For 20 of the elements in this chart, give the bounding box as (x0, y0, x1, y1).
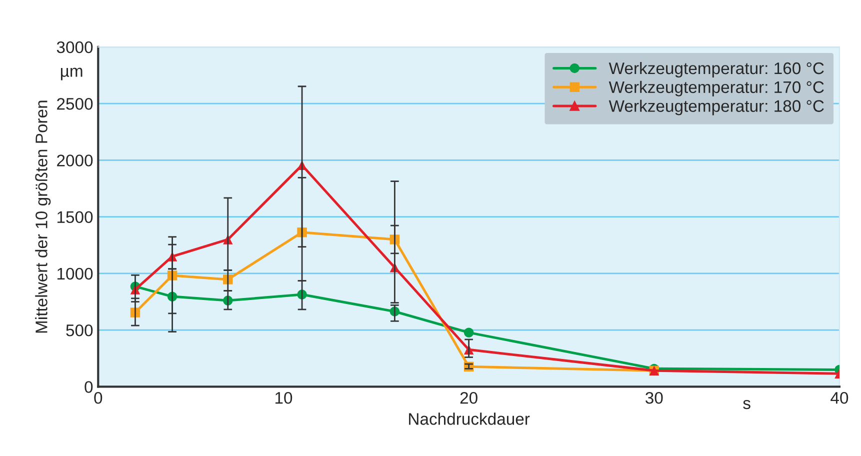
y-tick-label: 0 (84, 381, 93, 393)
y-tick-label: 1000 (57, 268, 93, 280)
x-tick-label: 10 (275, 392, 292, 404)
y-tick-label: 1500 (57, 211, 93, 224)
x-tick-label: 0 (94, 392, 102, 404)
x-tick-label: 20 (460, 392, 478, 404)
y-tick-label: 3000 (56, 41, 93, 54)
legend-label: Werkzeugtemperatur: 180 °C (608, 100, 824, 116)
text: µm (60, 68, 82, 80)
point (464, 328, 474, 338)
y-tick-label: 500 (66, 324, 93, 336)
text: s (743, 400, 750, 410)
y-axis-title: Mittelwert der 10 größten Poren (35, 100, 51, 333)
x-tick-label: 40 (830, 392, 848, 404)
x-tick-label: 30 (646, 392, 663, 404)
legend-label: Werkzeugtemperatur: 170 °C (608, 80, 824, 96)
y-tick-label: 2000 (57, 154, 93, 166)
y-tick-label: 2500 (57, 98, 93, 110)
legend-label: Werkzeugtemperatur: 160 °C (608, 62, 824, 78)
x-axis-title: Nachdruckdauer (409, 412, 530, 425)
